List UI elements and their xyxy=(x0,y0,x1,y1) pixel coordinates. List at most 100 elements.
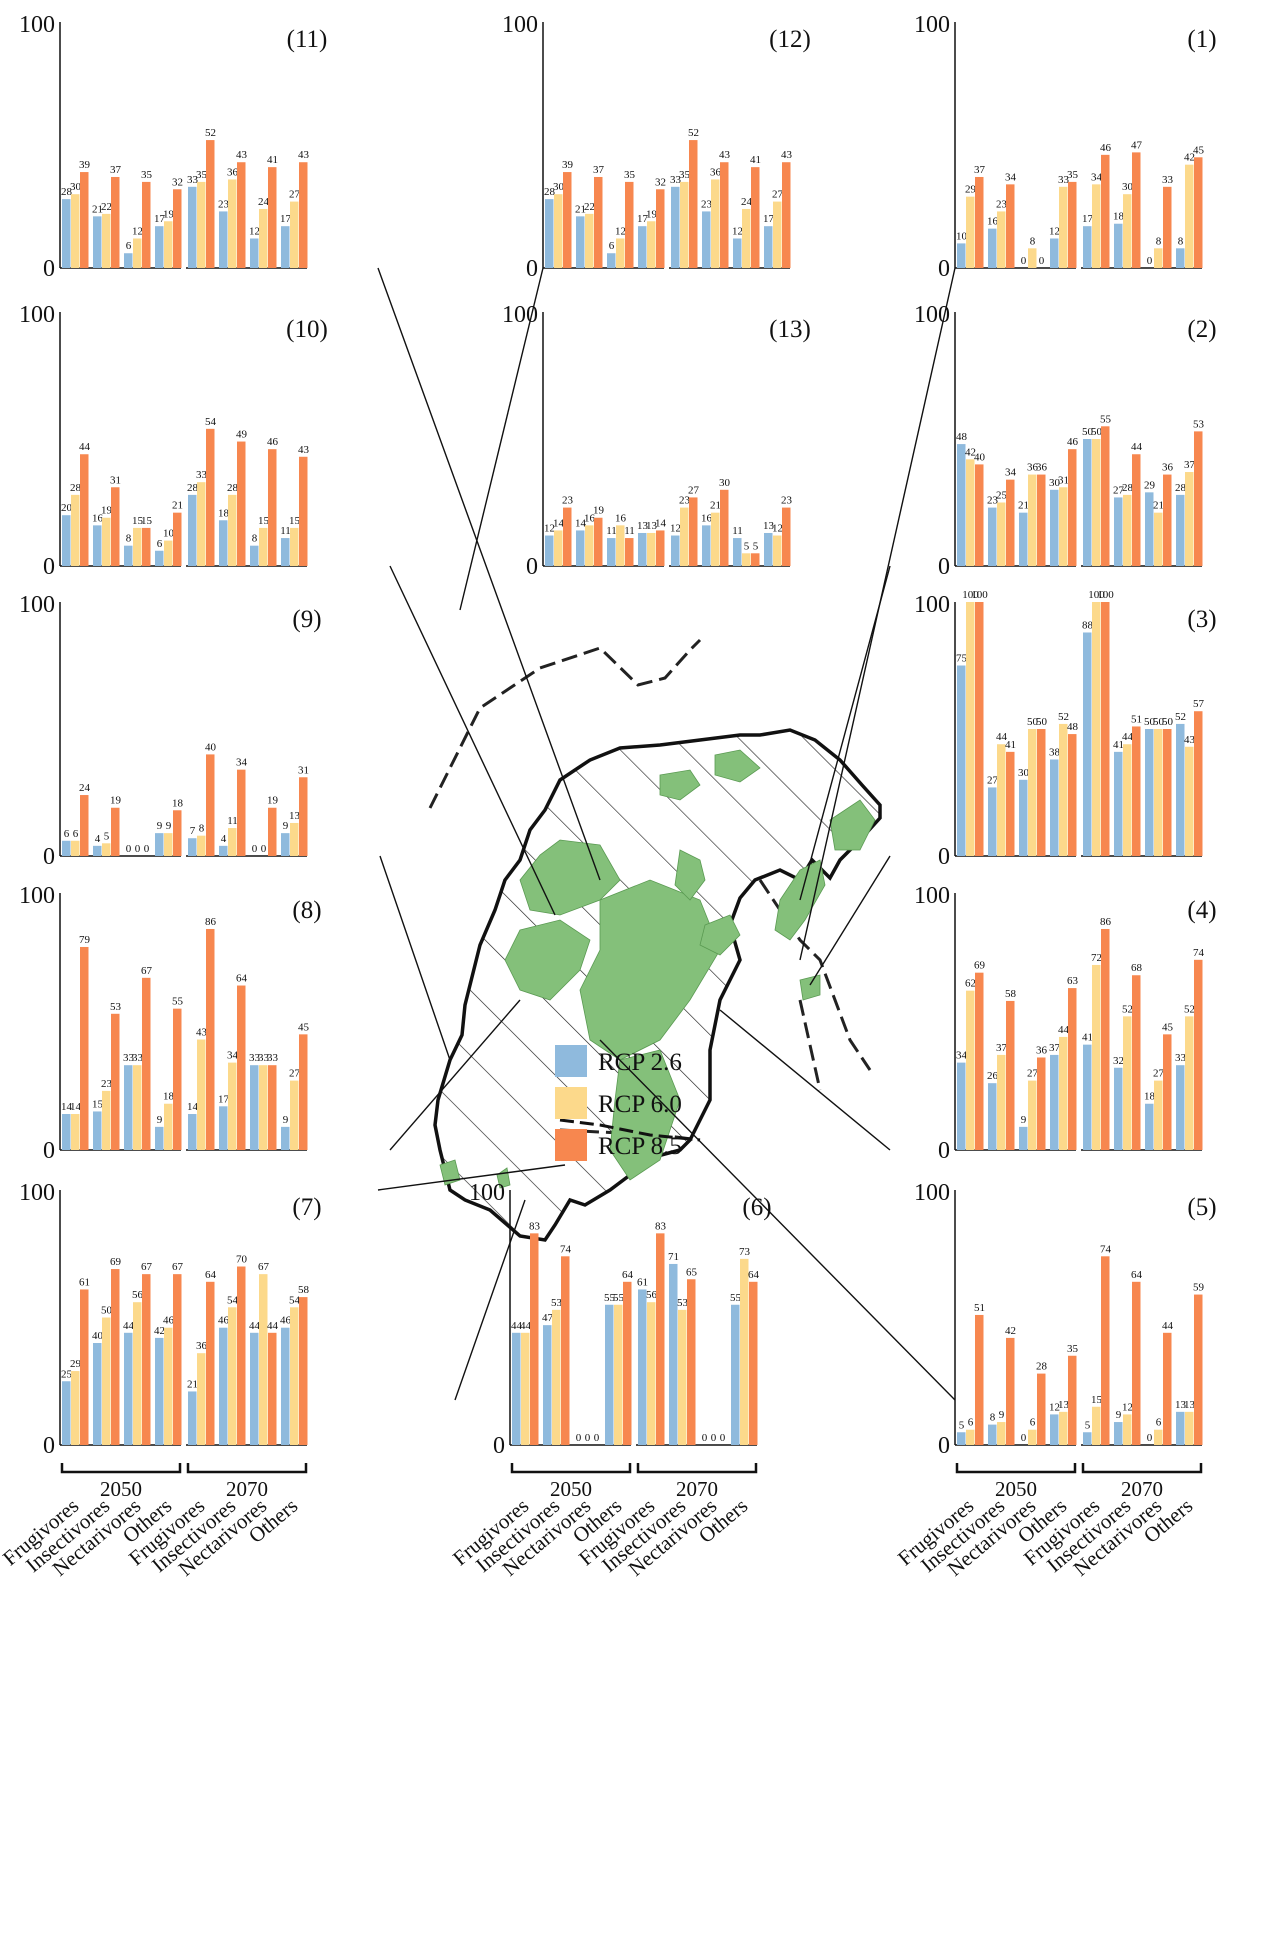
data-label: 40 xyxy=(974,451,986,463)
y-tick-label: 0 xyxy=(43,1138,55,1164)
bar xyxy=(616,525,625,566)
bar xyxy=(1132,726,1141,856)
data-label: 8 xyxy=(126,533,132,545)
data-label: 21 xyxy=(575,203,586,215)
bar xyxy=(689,140,698,268)
data-label: 23 xyxy=(679,495,691,507)
data-label: 28 xyxy=(227,482,239,494)
data-label: 67 xyxy=(141,965,153,977)
data-label: 36 xyxy=(196,1340,208,1352)
data-label: 42 xyxy=(1005,1325,1016,1337)
bar xyxy=(638,226,647,268)
bar xyxy=(782,162,791,268)
data-label: 34 xyxy=(956,1050,968,1062)
bar xyxy=(62,1114,71,1150)
bar xyxy=(1059,1036,1068,1150)
data-label: 17 xyxy=(218,1093,230,1105)
legend-swatch xyxy=(555,1045,587,1077)
bar xyxy=(576,530,585,566)
data-label: 86 xyxy=(1100,916,1112,928)
data-label: 55 xyxy=(730,1292,742,1304)
bar xyxy=(988,507,997,566)
connector-line xyxy=(454,1199,526,1401)
bar xyxy=(585,525,594,566)
y-tick-label: 0 xyxy=(938,256,950,282)
data-label: 34 xyxy=(227,1050,239,1062)
year-bracket xyxy=(1081,1463,1203,1474)
data-label: 12 xyxy=(670,523,681,535)
y-tick-label: 100 xyxy=(914,883,950,909)
data-label: 40 xyxy=(92,1330,104,1342)
data-label: 35 xyxy=(1067,1343,1079,1355)
data-label: 43 xyxy=(1184,734,1196,746)
data-label: 34 xyxy=(1005,171,1017,183)
data-label: 74 xyxy=(1193,947,1205,959)
bar xyxy=(188,838,197,856)
bar xyxy=(1123,744,1132,856)
bar xyxy=(155,1337,164,1445)
bar xyxy=(1083,1044,1092,1150)
bar xyxy=(782,507,791,566)
y-tick-label: 0 xyxy=(43,844,55,870)
data-label: 33 xyxy=(258,1052,270,1064)
data-label: 17 xyxy=(1082,213,1094,225)
bar xyxy=(614,1304,623,1445)
bar xyxy=(689,497,698,566)
bar xyxy=(268,807,277,856)
data-label: 58 xyxy=(298,1284,310,1296)
data-label: 58 xyxy=(1005,988,1017,1000)
data-label: 83 xyxy=(529,1220,541,1232)
bar xyxy=(1028,1429,1037,1445)
bar xyxy=(545,535,554,566)
bar xyxy=(1068,181,1077,268)
data-label: 21 xyxy=(187,1378,198,1390)
bar xyxy=(607,253,616,268)
bar xyxy=(957,1062,966,1150)
y-tick-label: 0 xyxy=(43,554,55,580)
data-label: 36 xyxy=(710,166,722,178)
data-label: 9 xyxy=(283,1114,289,1126)
bar xyxy=(1114,1422,1123,1445)
y-tick-label: 0 xyxy=(43,256,55,282)
bar xyxy=(1083,226,1092,268)
legend-swatch xyxy=(555,1087,587,1119)
dashed-border xyxy=(428,638,702,809)
data-label: 4 xyxy=(95,833,101,845)
bar xyxy=(155,226,164,268)
data-label: 53 xyxy=(110,1001,122,1013)
bar xyxy=(1050,238,1059,268)
panel-title: (4) xyxy=(1187,897,1216,924)
data-label: 70 xyxy=(236,1254,248,1266)
data-label: 21 xyxy=(710,500,721,512)
data-label: 52 xyxy=(1122,1003,1133,1015)
bar xyxy=(1145,1103,1154,1150)
bar xyxy=(1114,223,1123,268)
bar xyxy=(228,179,237,268)
bar xyxy=(680,181,689,268)
data-label: 33 xyxy=(1162,174,1174,186)
data-label: 55 xyxy=(1100,413,1112,425)
bar xyxy=(237,769,246,856)
bar xyxy=(1163,1034,1172,1150)
bar xyxy=(1163,1332,1172,1445)
data-label: 46 xyxy=(280,1315,292,1327)
data-label: 43 xyxy=(196,1026,208,1038)
data-label: 50 xyxy=(1091,426,1103,438)
legend-swatch xyxy=(555,1129,587,1161)
data-label: 0 xyxy=(711,1432,717,1444)
bar xyxy=(671,535,680,566)
data-label: 13 xyxy=(1175,1399,1187,1411)
data-label: 44 xyxy=(996,731,1008,743)
bar xyxy=(1132,1281,1141,1445)
data-label: 27 xyxy=(1027,1068,1039,1080)
bar xyxy=(93,1111,102,1150)
panel-title: (1) xyxy=(1187,26,1216,53)
bar xyxy=(554,530,563,566)
data-label: 6 xyxy=(73,828,79,840)
protected-area xyxy=(829,799,876,851)
data-label: 28 xyxy=(187,482,199,494)
data-label: 43 xyxy=(298,444,310,456)
